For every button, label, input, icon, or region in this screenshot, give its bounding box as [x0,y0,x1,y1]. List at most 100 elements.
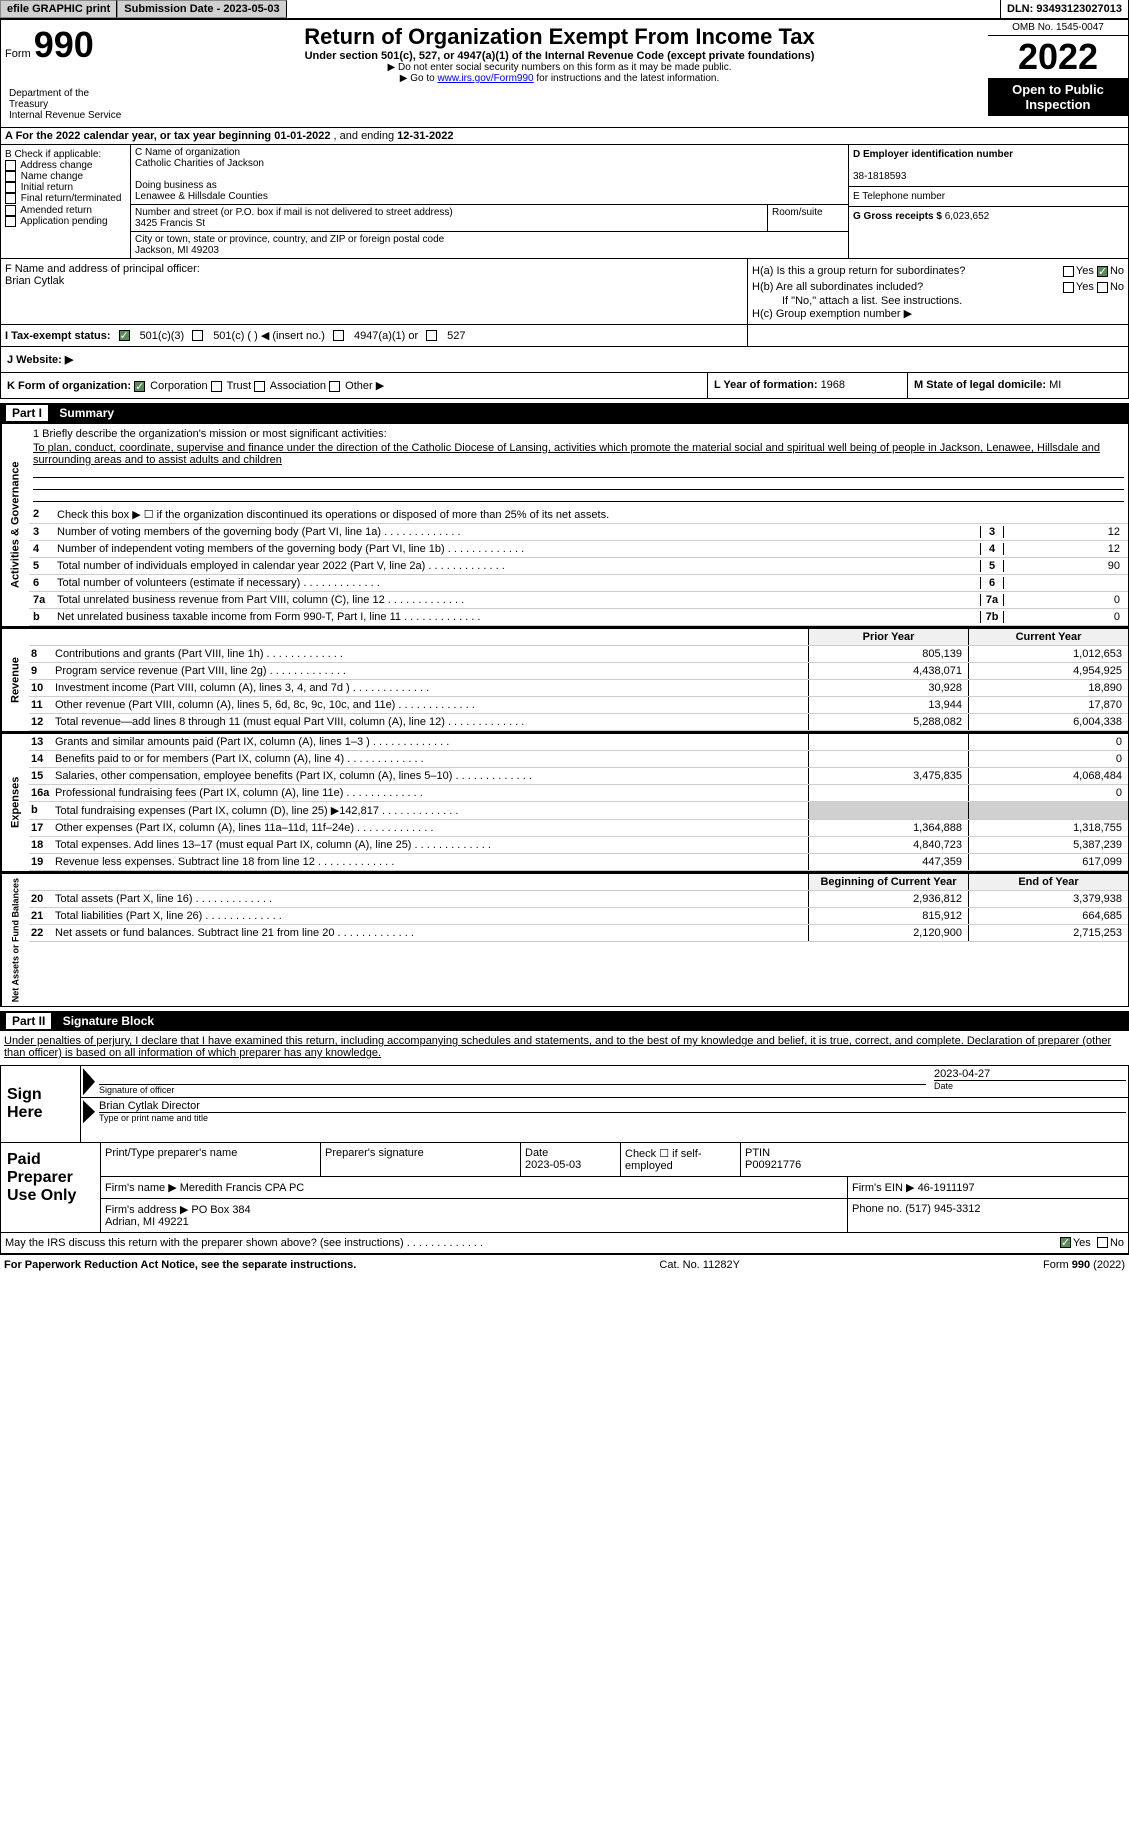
footer-left: For Paperwork Reduction Act Notice, see … [4,1259,356,1271]
rev-header-row: Prior Year Current Year [29,629,1128,646]
other-checkbox[interactable] [329,381,340,392]
data-line: 11Other revenue (Part VIII, column (A), … [29,697,1128,714]
org-name: Catholic Charities of Jackson [135,158,844,169]
501c-checkbox[interactable] [192,330,203,341]
colb-option: Address change [5,160,126,171]
trust-checkbox[interactable] [211,381,222,392]
data-line: 20Total assets (Part X, line 16)2,936,81… [29,891,1128,908]
data-line: 22Net assets or fund balances. Subtract … [29,925,1128,942]
paid-row1: Print/Type preparer's name Preparer's si… [101,1143,1128,1177]
tax-exempt-label: I Tax-exempt status: [5,330,111,342]
activities-content: 1 Briefly describe the organization's mi… [29,424,1128,626]
4947-checkbox[interactable] [333,330,344,341]
firm-addr-label: Firm's address ▶ [105,1204,191,1216]
527-label: 527 [447,330,465,342]
prep-name-label: Print/Type preparer's name [101,1143,321,1176]
colb-checkbox[interactable] [5,171,16,182]
colb-option: Amended return [5,205,126,216]
mission-text: To plan, conduct, coordinate, supervise … [33,442,1124,466]
yes-label: Yes [1073,1237,1091,1249]
firm-name-label: Firm's name ▶ [105,1182,180,1194]
colb-checkbox[interactable] [5,160,16,171]
sig-name-label: Type or print name and title [99,1112,1126,1123]
colb-option: Application pending [5,216,126,227]
ha-no-checkbox[interactable] [1097,266,1108,277]
header-bar: efile GRAPHIC print Submission Date - 20… [0,0,1129,19]
firm-phone-label: Phone no. [852,1203,905,1215]
firm-name: Meredith Francis CPA PC [180,1182,305,1194]
l-label: L Year of formation: [714,379,821,391]
irs-link[interactable]: www.irs.gov/Form990 [437,73,533,84]
year-cell: OMB No. 1545-0047 2022 Open to Public In… [988,20,1128,127]
colb-option: Initial return [5,182,126,193]
hc-block [748,325,1128,346]
dept-treasury: Department of the Treasury Internal Reve… [5,86,127,123]
netassets-section: Net Assets or Fund Balances Beginning of… [0,872,1129,1007]
form-number-cell: Form 990 Department of the Treasury Inte… [1,20,131,127]
data-line: 15Salaries, other compensation, employee… [29,768,1128,785]
note2-post: for instructions and the latest informat… [536,73,719,84]
hc-label: H(c) Group exemption number ▶ [752,307,1124,320]
begin-year-header: Beginning of Current Year [808,874,968,890]
form-note1: ▶ Do not enter social security numbers o… [135,62,984,73]
revenue-content: Prior Year Current Year 8Contributions a… [29,629,1128,731]
ein-value: 38-1818593 [853,171,906,182]
prep-date: Date 2023-05-03 [521,1143,621,1176]
501c3-checkbox[interactable] [119,330,130,341]
gov-line: 2Check this box ▶ ☐ if the organization … [29,506,1128,524]
paid-row3: Firm's address ▶ PO Box 384 Adrian, MI 4… [101,1199,1128,1232]
gross-label: G Gross receipts $ [853,211,945,222]
hb-row: H(b) Are all subordinates included? Yes … [752,279,1124,295]
street-block: Number and street (or P.O. box if mail i… [131,205,768,231]
no-label: No [1110,1237,1124,1249]
col-b: B Check if applicable: Address change Na… [1,145,131,258]
ha-yes-checkbox[interactable] [1063,266,1074,277]
irs-discuss-q: May the IRS discuss this return with the… [5,1237,1060,1249]
k-right: M State of legal domicile: MI [908,373,1128,398]
527-checkbox[interactable] [426,330,437,341]
form-title: Return of Organization Exempt From Incom… [135,24,984,50]
k-left: K Form of organization: Corporation Trus… [1,373,708,398]
m-val: MI [1049,379,1061,391]
assoc-checkbox[interactable] [254,381,265,392]
prep-selfemp: Check ☐ if self-employed [621,1143,741,1176]
mission-box: 1 Briefly describe the organization's mi… [29,424,1128,506]
efile-print-button[interactable]: efile GRAPHIC print [0,0,117,18]
data-line: 8Contributions and grants (Part VIII, li… [29,646,1128,663]
no-label: No [1110,281,1124,293]
city-label: City or town, state or province, country… [135,234,844,245]
hb-no-checkbox[interactable] [1097,282,1108,293]
hb-yes-checkbox[interactable] [1063,282,1074,293]
hb-label: H(b) Are all subordinates included? [752,281,923,293]
corp-checkbox[interactable] [134,381,145,392]
expenses-vert-label: Expenses [1,734,29,871]
colb-checkbox[interactable] [5,182,16,193]
colb-checkbox[interactable] [5,216,16,227]
officer-name: Brian Cytlak [5,275,743,287]
colb-checkbox[interactable] [5,193,16,204]
col-h: H(a) Is this a group return for subordin… [748,259,1128,324]
expenses-section: Expenses 13Grants and similar amounts pa… [0,732,1129,872]
trust-label: Trust [227,380,252,392]
ha-label: H(a) Is this a group return for subordin… [752,265,965,277]
part2-title: Signature Block [63,1014,154,1028]
hb-note: If "No," attach a list. See instructions… [752,295,1124,307]
section-f-h: F Name and address of principal officer:… [0,259,1129,325]
prior-year-header: Prior Year [808,629,968,645]
no-label: No [1110,265,1124,277]
assoc-label: Association [270,380,326,392]
sig-declaration: Under penalties of perjury, I declare th… [0,1031,1129,1063]
col-c: C Name of organization Catholic Charitie… [131,145,848,258]
part1-header: Part I Summary [0,403,1129,423]
end-year-header: End of Year [968,874,1128,890]
k-row: K Form of organization: Corporation Trus… [0,373,1129,399]
yes-label: Yes [1076,281,1094,293]
colb-checkbox[interactable] [5,205,16,216]
discuss-yes-checkbox[interactable] [1060,1237,1071,1248]
form-subtitle: Under section 501(c), 527, or 4947(a)(1)… [135,50,984,62]
open-inspection: Open to Public Inspection [988,78,1128,116]
discuss-no-checkbox[interactable] [1097,1237,1108,1248]
data-line: 9Program service revenue (Part VIII, lin… [29,663,1128,680]
form-word: Form [5,48,31,60]
dba-value: Lenawee & Hillsdale Counties [135,191,844,202]
